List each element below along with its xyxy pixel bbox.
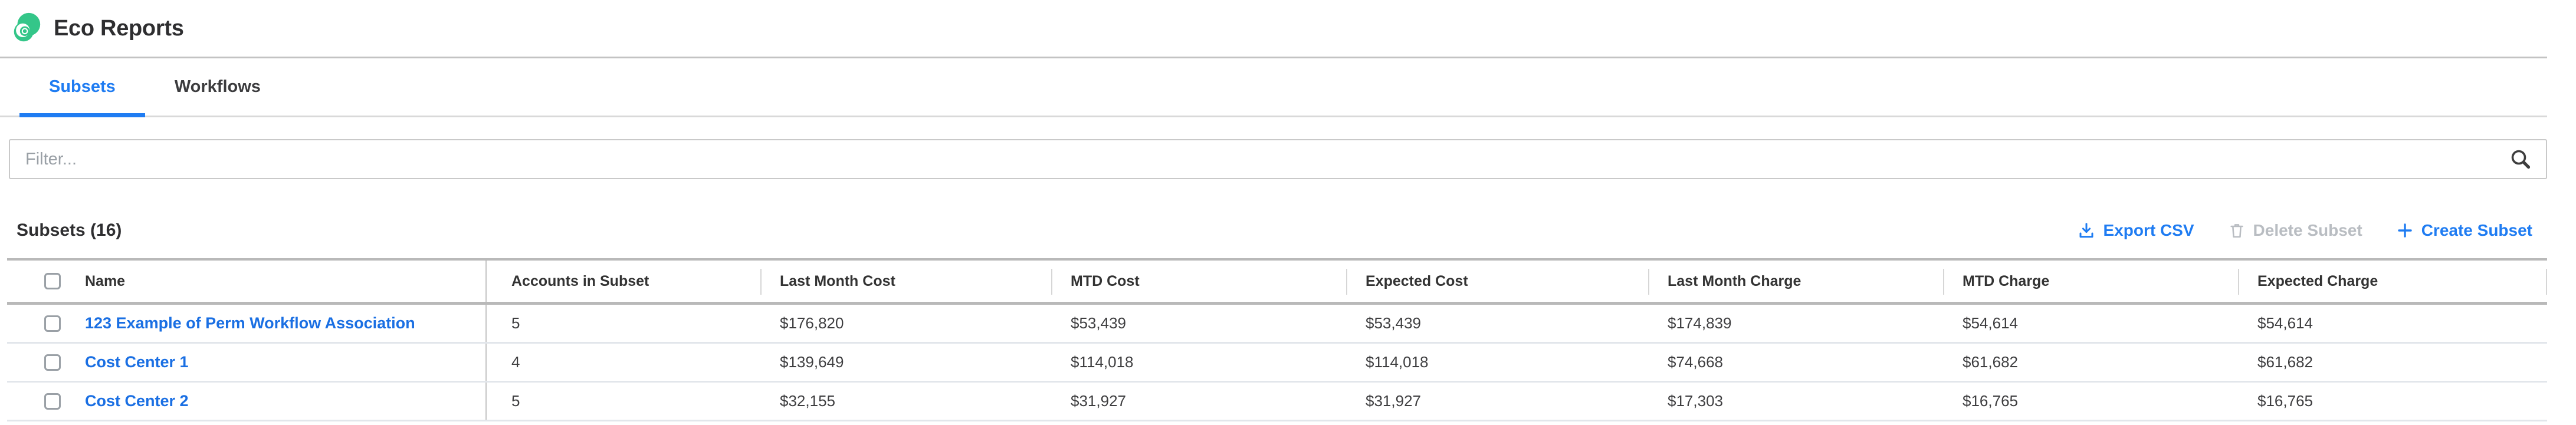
eco-reports-logo-icon [9, 11, 43, 45]
column-header-expected-charge[interactable]: Expected Charge [2238, 261, 2547, 302]
export-csv-button[interactable]: Export CSV [2078, 221, 2194, 240]
trash-icon [2229, 222, 2245, 239]
plus-icon [2397, 222, 2413, 239]
expected-charge-cell: $54,614 [2257, 314, 2313, 332]
table-row: Cost Center 1 4 $139,649 $114,018 $114,0… [7, 344, 2547, 383]
select-all-checkbox[interactable] [44, 273, 61, 289]
subset-name-cell: Cost Center 2 [77, 383, 485, 420]
mtd-charge-cell: $54,614 [1963, 314, 2018, 332]
row-checkbox[interactable] [44, 354, 61, 371]
filter-bar [9, 139, 2547, 179]
subsets-table: Name Accounts in Subset Last Month Cost … [7, 258, 2547, 421]
last-month-charge-cell: $17,303 [1668, 392, 1723, 410]
subset-name-cell: 123 Example of Perm Workflow Association [77, 305, 485, 342]
create-subset-label: Create Subset [2421, 221, 2532, 239]
select-all-cell [7, 261, 77, 302]
delete-subset-label: Delete Subset [2253, 221, 2362, 239]
tab-subsets[interactable]: Subsets [19, 58, 145, 117]
table-row: 123 Example of Perm Workflow Association… [7, 305, 2547, 344]
subset-name-link[interactable]: Cost Center 1 [85, 353, 189, 371]
last-month-cost-cell: $32,155 [780, 392, 835, 410]
table-row: Cost Center 2 5 $32,155 $31,927 $31,927 … [7, 383, 2547, 421]
last-month-charge-cell: $174,839 [1668, 314, 1732, 332]
subset-name-cell: Cost Center 1 [77, 344, 485, 381]
expected-charge-cell: $16,765 [2257, 392, 2313, 410]
row-select-cell [7, 305, 77, 342]
mtd-cost-cell: $53,439 [1071, 314, 1126, 332]
expected-cost-cell: $114,018 [1366, 353, 1429, 371]
expected-cost-cell: $31,927 [1366, 392, 1421, 410]
accounts-in-subset-cell: 5 [485, 383, 761, 420]
tab-bar: Subsets Workflows [0, 58, 2547, 117]
row-select-cell [7, 383, 77, 420]
search-icon[interactable] [2509, 148, 2532, 170]
mtd-charge-cell: $61,682 [1963, 353, 2018, 371]
tab-workflows[interactable]: Workflows [145, 58, 290, 116]
mtd-charge-cell: $16,765 [1963, 392, 2018, 410]
expected-cost-cell: $53,439 [1366, 314, 1421, 332]
column-header-mtd-charge[interactable]: MTD Charge [1943, 261, 2239, 302]
delete-subset-button[interactable]: Delete Subset [2229, 221, 2362, 240]
column-header-accounts-in-subset[interactable]: Accounts in Subset [485, 261, 761, 302]
last-month-charge-cell: $74,668 [1668, 353, 1723, 371]
table-header-row: Name Accounts in Subset Last Month Cost … [7, 258, 2547, 305]
page-title: Eco Reports [54, 15, 184, 41]
last-month-cost-cell: $139,649 [780, 353, 844, 371]
column-header-name[interactable]: Name [85, 272, 126, 289]
accounts-in-subset-cell: 4 [485, 344, 761, 381]
download-icon [2078, 222, 2095, 239]
accounts-in-subset-cell: 5 [485, 305, 761, 342]
subset-name-link[interactable]: Cost Center 2 [85, 392, 189, 410]
export-csv-label: Export CSV [2103, 221, 2194, 239]
mtd-cost-cell: $114,018 [1071, 353, 1134, 371]
row-select-cell [7, 344, 77, 381]
column-header-expected-cost[interactable]: Expected Cost [1346, 261, 1649, 302]
column-header-mtd-cost[interactable]: MTD Cost [1051, 261, 1347, 302]
subsets-count-heading: Subsets (16) [17, 220, 122, 240]
app-header: Eco Reports [0, 0, 2547, 58]
mtd-cost-cell: $31,927 [1071, 392, 1126, 410]
create-subset-button[interactable]: Create Subset [2397, 221, 2532, 240]
filter-input[interactable] [9, 139, 2547, 179]
tab-subsets-label: Subsets [49, 77, 116, 96]
list-header: Subsets (16) Export CSV Delete Subset [17, 220, 2532, 240]
last-month-cost-cell: $176,820 [780, 314, 844, 332]
tab-workflows-label: Workflows [174, 77, 261, 96]
column-header-last-month-charge[interactable]: Last Month Charge [1648, 261, 1944, 302]
table-actions: Export CSV Delete Subset Create Subset [2078, 221, 2532, 240]
row-checkbox[interactable] [44, 393, 61, 410]
row-checkbox[interactable] [44, 315, 61, 332]
subset-name-link[interactable]: 123 Example of Perm Workflow Association [85, 314, 415, 332]
column-header-last-month-cost[interactable]: Last Month Cost [760, 261, 1052, 302]
expected-charge-cell: $61,682 [2257, 353, 2313, 371]
